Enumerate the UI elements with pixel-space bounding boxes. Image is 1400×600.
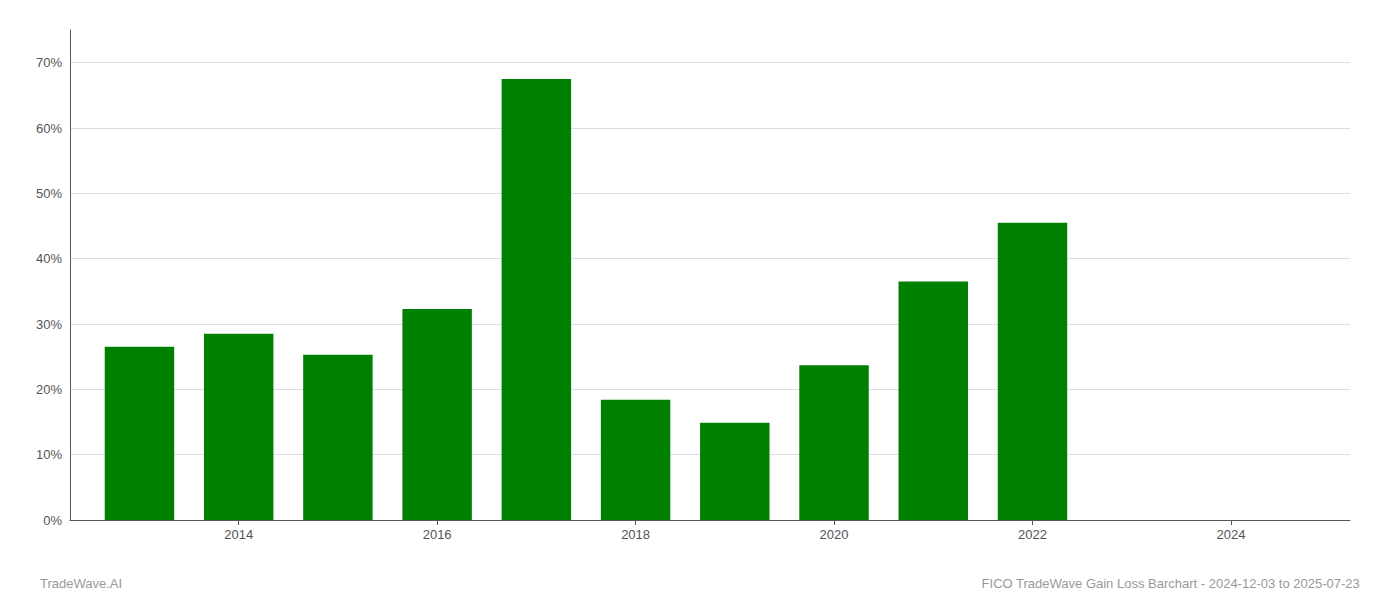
svg-text:0%: 0% (43, 513, 62, 528)
svg-text:30%: 30% (36, 317, 62, 332)
svg-text:2024: 2024 (1216, 527, 1245, 542)
svg-text:60%: 60% (36, 121, 62, 136)
svg-text:50%: 50% (36, 186, 62, 201)
svg-text:2016: 2016 (423, 527, 452, 542)
svg-text:FICO TradeWave Gain Loss Barch: FICO TradeWave Gain Loss Barchart - 2024… (982, 576, 1360, 591)
svg-text:40%: 40% (36, 251, 62, 266)
svg-text:70%: 70% (36, 55, 62, 70)
svg-text:10%: 10% (36, 447, 62, 462)
svg-text:2014: 2014 (224, 527, 253, 542)
svg-text:2020: 2020 (820, 527, 849, 542)
svg-text:20%: 20% (36, 382, 62, 397)
svg-text:TradeWave.AI: TradeWave.AI (40, 576, 122, 591)
svg-text:2018: 2018 (621, 527, 650, 542)
svg-text:2022: 2022 (1018, 527, 1047, 542)
